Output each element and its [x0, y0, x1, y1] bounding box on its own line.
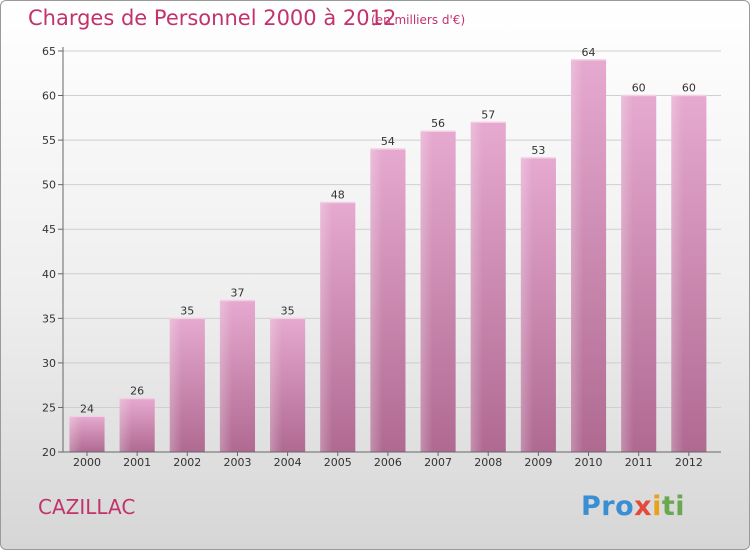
data-label: 26: [130, 385, 144, 398]
x-tick-label: 2002: [173, 456, 201, 469]
y-tick-label: 65: [42, 45, 56, 58]
bars: 24 26 35 37 35 48 54 56 57 53 64 60 60: [69, 46, 707, 453]
commune-name: CAZILLAC: [38, 495, 136, 519]
x-tick-label: 2007: [424, 456, 452, 469]
logo-part-1: Pro: [581, 491, 635, 522]
data-label: 57: [481, 108, 495, 121]
data-label: 60: [682, 82, 696, 95]
data-label: 24: [80, 402, 94, 415]
logo-part-4: ti: [661, 491, 686, 522]
data-label: 64: [582, 46, 596, 59]
y-tick-label: 20: [42, 446, 56, 459]
logo-part-3: i: [652, 491, 662, 522]
x-tick-label: 2011: [625, 456, 653, 469]
y-tick-label: 45: [42, 223, 56, 236]
y-tick-label: 40: [42, 268, 56, 281]
data-label: 37: [230, 287, 244, 300]
x-tick-label: 2006: [374, 456, 402, 469]
bar-highlight: [219, 300, 233, 452]
logo-part-2: x: [634, 491, 653, 522]
bar-highlight: [520, 157, 534, 452]
data-label: 35: [180, 304, 194, 317]
y-tick-label: 60: [42, 90, 56, 103]
data-label: 60: [632, 82, 646, 95]
bar-highlight: [370, 149, 383, 452]
bar-highlight: [169, 318, 183, 452]
data-label: 56: [431, 117, 445, 130]
x-tick-label: 2008: [474, 456, 502, 469]
x-tick-label: 2009: [524, 456, 552, 469]
bar-highlight: [119, 398, 132, 452]
y-tick-label: 35: [42, 312, 56, 325]
bar-highlight: [621, 95, 634, 453]
y-tick-label: 50: [42, 179, 56, 192]
x-tick-label: 2012: [675, 456, 703, 469]
bar-highlight: [69, 416, 82, 452]
bar-highlight: [570, 59, 584, 453]
y-tick-label: 30: [42, 357, 56, 370]
x-tick-label: 2004: [274, 456, 302, 469]
x-tick-label: 2000: [73, 456, 101, 469]
x-tick-label: 2003: [223, 456, 251, 469]
bar-highlight: [470, 122, 483, 453]
x-tick-label: 2005: [324, 456, 352, 469]
bar-highlight: [320, 202, 333, 452]
data-label: 54: [381, 135, 395, 148]
x-axis: 2000 2001 2002 2003 2004 2005 2006 2007 2008 2009…: [63, 451, 721, 469]
bar-highlight: [420, 131, 433, 452]
x-tick-label: 2001: [123, 456, 151, 469]
data-label: 35: [281, 304, 295, 317]
y-axis: 20 25 30 35 40 45 50 55 60 65: [42, 45, 64, 459]
data-label: 48: [331, 188, 345, 201]
y-tick-label: 25: [42, 401, 56, 414]
bar-highlight: [270, 318, 283, 452]
data-label: 53: [531, 144, 545, 157]
chart-subtitle: (en milliers d'€): [371, 13, 466, 27]
chart-title: Charges de Personnel 2000 à 2012: [28, 6, 397, 30]
x-tick-label: 2010: [575, 456, 603, 469]
proxiti-logo: Proxiti: [581, 491, 685, 522]
y-tick-label: 55: [42, 134, 56, 147]
bar-highlight: [671, 95, 684, 453]
